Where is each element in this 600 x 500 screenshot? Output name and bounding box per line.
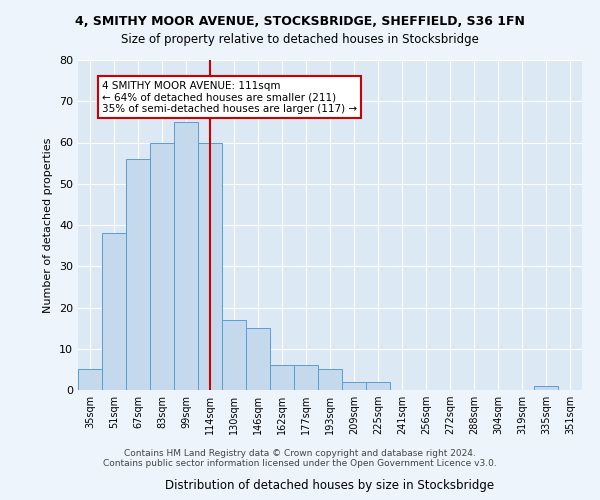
Text: 4 SMITHY MOOR AVENUE: 111sqm
← 64% of detached houses are smaller (211)
35% of s: 4 SMITHY MOOR AVENUE: 111sqm ← 64% of de… [102,80,357,114]
Bar [174,122,198,390]
Bar [222,320,246,390]
Y-axis label: Number of detached properties: Number of detached properties [43,138,53,312]
Text: Contains public sector information licensed under the Open Government Licence v3: Contains public sector information licen… [103,458,497,468]
Bar [318,370,342,390]
Text: 4, SMITHY MOOR AVENUE, STOCKSBRIDGE, SHEFFIELD, S36 1FN: 4, SMITHY MOOR AVENUE, STOCKSBRIDGE, SHE… [75,15,525,28]
Bar [102,233,126,390]
Bar [126,159,150,390]
Bar [270,365,294,390]
Bar [198,142,222,390]
Bar [294,365,318,390]
Bar [150,142,174,390]
Text: Contains HM Land Registry data © Crown copyright and database right 2024.: Contains HM Land Registry data © Crown c… [124,448,476,458]
Text: Size of property relative to detached houses in Stocksbridge: Size of property relative to detached ho… [121,32,479,46]
Bar [78,370,102,390]
Bar [246,328,270,390]
Text: Distribution of detached houses by size in Stocksbridge: Distribution of detached houses by size … [166,480,494,492]
Bar [534,386,558,390]
Bar [366,382,390,390]
Bar [342,382,366,390]
